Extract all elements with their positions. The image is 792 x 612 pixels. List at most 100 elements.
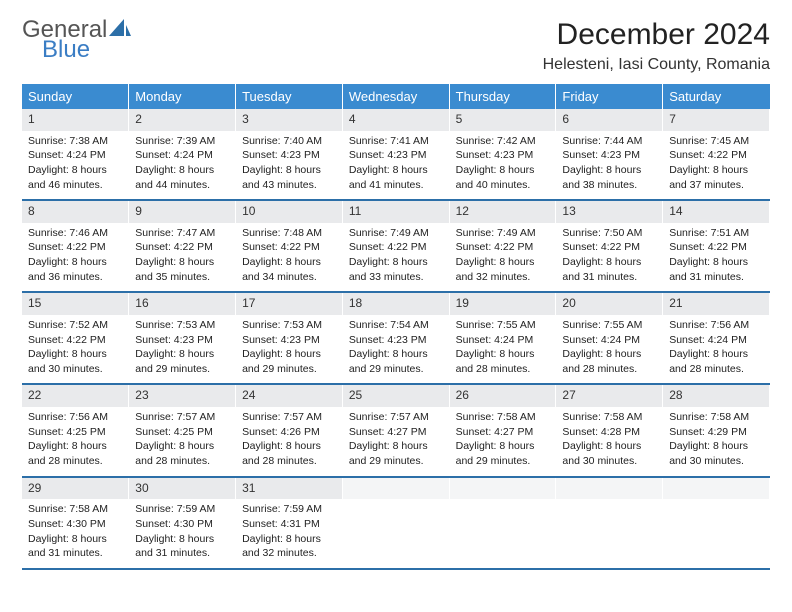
day-header: Tuesday	[236, 84, 343, 109]
day-line: Daylight: 8 hours	[456, 164, 550, 178]
day-content: Sunrise: 7:55 AMSunset: 4:24 PMDaylight:…	[450, 315, 556, 384]
page-header: General Blue December 2024 Helesteni, Ia…	[22, 18, 770, 74]
day-line: Sunset: 4:25 PM	[135, 426, 229, 440]
day-number: 15	[22, 293, 128, 315]
day-cell: 30Sunrise: 7:59 AMSunset: 4:30 PMDayligh…	[129, 477, 236, 569]
day-line: Daylight: 8 hours	[669, 440, 763, 454]
day-line: Sunrise: 7:56 AM	[669, 319, 763, 333]
day-line: Sunrise: 7:42 AM	[456, 135, 550, 149]
day-content: Sunrise: 7:57 AMSunset: 4:26 PMDaylight:…	[236, 407, 342, 476]
day-line: Sunset: 4:24 PM	[135, 149, 229, 163]
day-content: Sunrise: 7:51 AMSunset: 4:22 PMDaylight:…	[663, 223, 769, 292]
day-content: Sunrise: 7:58 AMSunset: 4:30 PMDaylight:…	[22, 499, 128, 568]
day-cell: 13Sunrise: 7:50 AMSunset: 4:22 PMDayligh…	[556, 200, 663, 292]
day-line: Sunrise: 7:52 AM	[28, 319, 122, 333]
day-line: Sunset: 4:22 PM	[669, 241, 763, 255]
day-header: Friday	[556, 84, 663, 109]
day-content: Sunrise: 7:53 AMSunset: 4:23 PMDaylight:…	[129, 315, 235, 384]
day-line: Daylight: 8 hours	[242, 164, 336, 178]
day-cell: 29Sunrise: 7:58 AMSunset: 4:30 PMDayligh…	[22, 477, 129, 569]
day-line: and 28 minutes.	[669, 363, 763, 377]
day-cell: 17Sunrise: 7:53 AMSunset: 4:23 PMDayligh…	[236, 292, 343, 384]
day-line: Daylight: 8 hours	[562, 440, 656, 454]
day-content: Sunrise: 7:54 AMSunset: 4:23 PMDaylight:…	[343, 315, 449, 384]
day-number: 13	[556, 201, 662, 223]
day-line: and 30 minutes.	[28, 363, 122, 377]
day-line: Daylight: 8 hours	[456, 256, 550, 270]
day-line: Daylight: 8 hours	[28, 256, 122, 270]
day-line: Daylight: 8 hours	[456, 348, 550, 362]
day-line: Sunset: 4:27 PM	[456, 426, 550, 440]
week-row: 29Sunrise: 7:58 AMSunset: 4:30 PMDayligh…	[22, 477, 770, 569]
day-number: 27	[556, 385, 662, 407]
day-number: 10	[236, 201, 342, 223]
calendar-table: Sunday Monday Tuesday Wednesday Thursday…	[22, 84, 770, 570]
day-line: Daylight: 8 hours	[349, 256, 443, 270]
day-line: Sunset: 4:30 PM	[28, 518, 122, 532]
day-line: and 41 minutes.	[349, 179, 443, 193]
day-line: Daylight: 8 hours	[135, 440, 229, 454]
day-line: Sunrise: 7:56 AM	[28, 411, 122, 425]
day-line: and 31 minutes.	[135, 547, 229, 561]
day-line: Daylight: 8 hours	[135, 533, 229, 547]
day-line: Sunset: 4:24 PM	[669, 334, 763, 348]
day-line: Sunrise: 7:58 AM	[28, 503, 122, 517]
day-cell: 26Sunrise: 7:58 AMSunset: 4:27 PMDayligh…	[449, 384, 556, 476]
day-number: 14	[663, 201, 769, 223]
week-row: 8Sunrise: 7:46 AMSunset: 4:22 PMDaylight…	[22, 200, 770, 292]
week-row: 15Sunrise: 7:52 AMSunset: 4:22 PMDayligh…	[22, 292, 770, 384]
day-line: Daylight: 8 hours	[242, 348, 336, 362]
day-number: 2	[129, 109, 235, 131]
day-number: 31	[236, 478, 342, 500]
day-line: Sunset: 4:23 PM	[242, 149, 336, 163]
day-line: Sunrise: 7:53 AM	[135, 319, 229, 333]
day-line: Daylight: 8 hours	[669, 164, 763, 178]
day-line: Sunrise: 7:59 AM	[135, 503, 229, 517]
day-cell: 27Sunrise: 7:58 AMSunset: 4:28 PMDayligh…	[556, 384, 663, 476]
day-number: 30	[129, 478, 235, 500]
day-cell: ..	[342, 477, 449, 569]
day-number: 7	[663, 109, 769, 131]
day-header: Monday	[129, 84, 236, 109]
day-cell: 3Sunrise: 7:40 AMSunset: 4:23 PMDaylight…	[236, 109, 343, 200]
day-line: Sunset: 4:31 PM	[242, 518, 336, 532]
day-content: Sunrise: 7:58 AMSunset: 4:28 PMDaylight:…	[556, 407, 662, 476]
day-line: Sunrise: 7:49 AM	[456, 227, 550, 241]
day-content: Sunrise: 7:38 AMSunset: 4:24 PMDaylight:…	[22, 131, 128, 200]
day-content: Sunrise: 7:39 AMSunset: 4:24 PMDaylight:…	[129, 131, 235, 200]
day-content: Sunrise: 7:44 AMSunset: 4:23 PMDaylight:…	[556, 131, 662, 200]
day-number: 9	[129, 201, 235, 223]
day-cell: 20Sunrise: 7:55 AMSunset: 4:24 PMDayligh…	[556, 292, 663, 384]
day-content: Sunrise: 7:58 AMSunset: 4:27 PMDaylight:…	[450, 407, 556, 476]
day-line: Sunset: 4:25 PM	[28, 426, 122, 440]
day-line: Sunset: 4:23 PM	[562, 149, 656, 163]
day-cell: 11Sunrise: 7:49 AMSunset: 4:22 PMDayligh…	[342, 200, 449, 292]
day-number: 8	[22, 201, 128, 223]
day-header: Sunday	[22, 84, 129, 109]
day-line: Sunrise: 7:40 AM	[242, 135, 336, 149]
day-line: and 44 minutes.	[135, 179, 229, 193]
day-line: Daylight: 8 hours	[242, 533, 336, 547]
day-number: 20	[556, 293, 662, 315]
day-line: Sunrise: 7:57 AM	[349, 411, 443, 425]
day-content: Sunrise: 7:59 AMSunset: 4:31 PMDaylight:…	[236, 499, 342, 568]
day-line: and 28 minutes.	[28, 455, 122, 469]
day-cell: ..	[556, 477, 663, 569]
day-line: and 29 minutes.	[349, 363, 443, 377]
day-cell: 7Sunrise: 7:45 AMSunset: 4:22 PMDaylight…	[663, 109, 770, 200]
day-line: and 31 minutes.	[28, 547, 122, 561]
day-line: Sunset: 4:29 PM	[669, 426, 763, 440]
day-line: Sunrise: 7:57 AM	[242, 411, 336, 425]
day-content: Sunrise: 7:46 AMSunset: 4:22 PMDaylight:…	[22, 223, 128, 292]
day-line: Daylight: 8 hours	[349, 164, 443, 178]
day-content: Sunrise: 7:48 AMSunset: 4:22 PMDaylight:…	[236, 223, 342, 292]
day-number: 6	[556, 109, 662, 131]
day-header: Thursday	[449, 84, 556, 109]
day-line: Daylight: 8 hours	[562, 256, 656, 270]
month-title: December 2024	[543, 18, 770, 52]
day-line: Sunset: 4:22 PM	[562, 241, 656, 255]
day-line: and 36 minutes.	[28, 271, 122, 285]
day-line: and 29 minutes.	[135, 363, 229, 377]
day-content: Sunrise: 7:57 AMSunset: 4:25 PMDaylight:…	[129, 407, 235, 476]
day-cell: ..	[449, 477, 556, 569]
